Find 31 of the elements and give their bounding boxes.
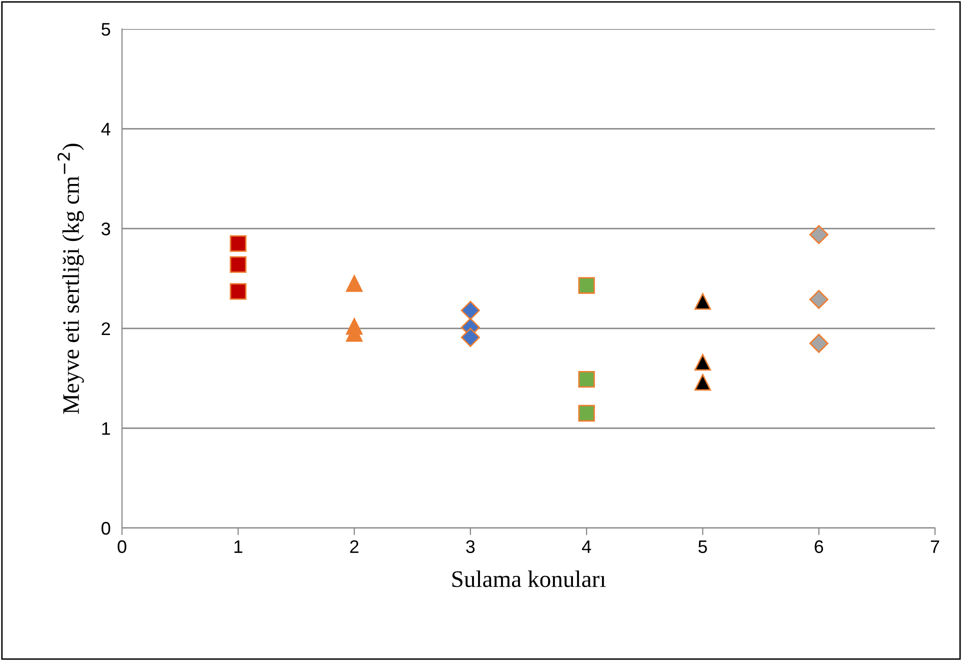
y-tick-label: 1: [102, 422, 110, 435]
x-tick-label: 3: [466, 540, 475, 554]
y-tick-label: 4: [101, 122, 110, 136]
x-tick-label: 2: [350, 540, 358, 553]
point: [230, 235, 246, 252]
y-tick-label: 2: [102, 322, 110, 335]
point: [460, 328, 480, 347]
point: [578, 404, 595, 422]
x-tick-label: 6: [814, 540, 824, 554]
point: [809, 290, 828, 309]
x-tick-label: 5: [698, 540, 707, 554]
y-tick-label: 3: [102, 222, 110, 236]
point: [230, 283, 246, 300]
point: [809, 334, 828, 353]
point: [230, 256, 246, 273]
x-axis-title: Sulama konuları: [452, 570, 606, 588]
x-tick-label: 0: [118, 540, 126, 554]
x-tick-label: 1: [234, 540, 242, 553]
point: [346, 275, 363, 292]
y-tick-label: 5: [102, 23, 110, 36]
point: [694, 374, 712, 391]
point: [578, 370, 595, 388]
x-tick-label: 4: [582, 540, 592, 553]
point: [809, 225, 828, 244]
point: [578, 277, 595, 294]
y-tick-label: 0: [102, 522, 110, 535]
x-tick-label: 7: [930, 540, 940, 553]
point: [694, 293, 712, 310]
point: [460, 300, 480, 320]
y-axis-title: Meyve eti sertliği (kg cm$^{−2}$): [58, 144, 84, 414]
point: [694, 354, 712, 371]
